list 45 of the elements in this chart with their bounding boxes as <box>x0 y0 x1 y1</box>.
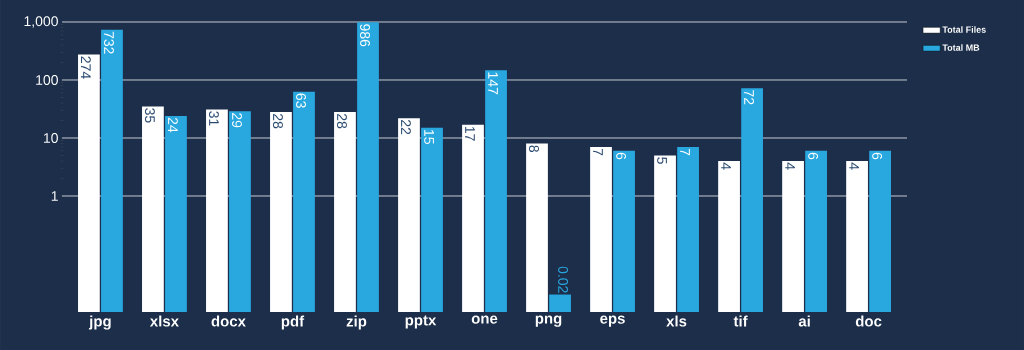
x-tick-label: docx <box>211 315 246 327</box>
data-label: 732 <box>103 31 114 54</box>
x-tick-label: doc <box>855 315 882 327</box>
data-label: 5 <box>657 157 667 164</box>
x-tick-label: pptx <box>405 315 437 329</box>
data-label: 15 <box>424 130 434 144</box>
data-label: 147 <box>488 72 498 95</box>
x-tick-label: xls <box>666 315 687 327</box>
x-tick-label: pdf <box>281 315 305 330</box>
data-label: 29 <box>232 113 242 128</box>
data-label: 7 <box>593 148 603 156</box>
x-tick-label: png <box>535 315 562 327</box>
y-tick-label: 1,000 <box>24 16 58 28</box>
data-label: 72 <box>744 90 754 105</box>
data-label: 22 <box>401 120 411 135</box>
x-tick-label: one <box>471 315 498 324</box>
data-label: 28 <box>337 113 347 129</box>
x-tick-label: tif <box>733 315 748 327</box>
data-label: 17 <box>465 126 475 141</box>
data-label: 4 <box>849 162 859 170</box>
data-label: 8 <box>529 145 539 152</box>
data-label: 0.02 <box>558 266 569 293</box>
y-tick-label: 10 <box>43 133 58 143</box>
x-tick-label: jpg <box>88 315 111 330</box>
x-tick-label: zip <box>346 315 367 330</box>
legend-label: Total MB <box>942 44 980 51</box>
data-label: 6 <box>616 152 627 160</box>
data-label: 63 <box>296 93 306 108</box>
y-tick-label: 1 <box>51 191 58 201</box>
data-label: 7 <box>680 148 690 156</box>
x-tick-label: ai <box>798 315 810 327</box>
data-label: 31 <box>208 111 219 126</box>
x-tick-label: eps <box>600 315 625 327</box>
data-label: 4 <box>721 162 731 170</box>
legend-label: Total Files <box>942 26 986 33</box>
data-label: 4 <box>785 162 795 170</box>
data-label: 986 <box>360 24 370 47</box>
data-label: 28 <box>272 113 283 129</box>
data-label: 6 <box>808 152 819 160</box>
data-label: 35 <box>144 108 155 123</box>
data-label: 24 <box>168 117 178 133</box>
x-tick-label: xlsx <box>149 315 179 327</box>
y-tick-label: 100 <box>36 75 58 85</box>
data-label: 6 <box>872 152 883 160</box>
data-label: 274 <box>81 56 91 79</box>
